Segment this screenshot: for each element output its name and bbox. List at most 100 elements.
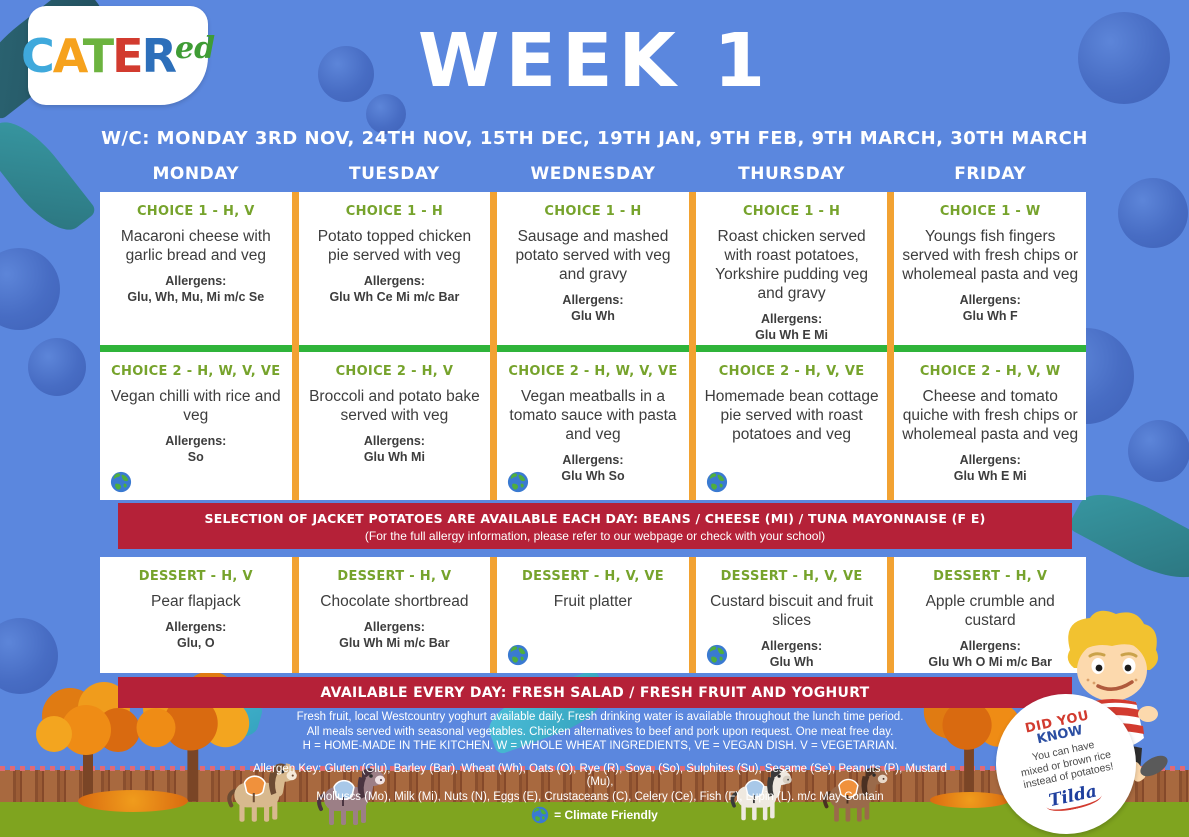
choice-heading: CHOICE 2 - H, W, V, VE [111, 364, 281, 379]
allergens: Allergens: Glu Wh Ce Mi m/c Bar [306, 273, 484, 306]
blueberry-decoration [1118, 178, 1188, 248]
dish-name: Custard biscuit and fruit slices [710, 593, 873, 629]
choice-heading: CHOICE 1 - H [345, 204, 443, 219]
allergen-key-line1: Allergen Key: Gluten (Glu), Barley (Bar)… [252, 762, 948, 789]
page-title: WEEK 1 [417, 18, 772, 104]
leaf-pile [78, 790, 188, 812]
catered-logo-text: CATERed [20, 28, 216, 83]
dish-name: Cheese and tomato quiche with fresh chip… [902, 388, 1079, 443]
allergens-label: Allergens: [363, 619, 425, 634]
blueberry-decoration [366, 94, 406, 134]
allergen-key-line2: Molluscs (Mo), Milk (Mi), Nuts (N), Eggs… [316, 790, 884, 803]
week-commencing-line: W/C: MONDAY 3RD NOV, 24TH NOV, 15TH DEC,… [101, 128, 1088, 149]
menu-cell-monday-dessert: DESSERT - H, V Pear flapjack Allergens: … [100, 557, 292, 673]
horse-decoration [227, 763, 297, 822]
choice-heading: CHOICE 1 - H, V [136, 204, 255, 219]
allergens: Allergens: Glu, Wh, Mu, Mi m/c Se [107, 273, 285, 306]
allergens-label: Allergens: [165, 273, 227, 288]
allergens: Allergens: Glu Wh Mi [306, 433, 484, 466]
footer-line3: H = HOME-MADE IN THE KITCHEN. W = WHOLE … [302, 740, 898, 753]
menu-cell-monday-choice2: CHOICE 2 - H, W, V, VE Vegan chilli with… [100, 352, 292, 500]
climate-friendly-icon [706, 644, 728, 666]
climate-friendly-icon [110, 471, 132, 493]
autumn-tree [36, 682, 140, 802]
blueberry-decoration [0, 618, 58, 694]
menu-cell-friday-dessert: DESSERT - H, V Apple crumble and custard… [894, 557, 1086, 673]
choice-heading: CHOICE 2 - H, V, VE [718, 364, 865, 379]
allergens-value: Glu Wh So [561, 468, 625, 483]
tilda-logo: Tilda [1043, 780, 1104, 815]
menu-cell-wednesday-dessert: DESSERT - H, V, VE Fruit platter [497, 557, 689, 673]
blueberry-decoration [318, 46, 374, 102]
leaf-pile [930, 792, 1010, 808]
horse-decoration [730, 768, 792, 821]
blueberry-decoration [0, 248, 60, 330]
allergens: Allergens: Glu Wh E Mi [703, 311, 881, 344]
dessert-heading: DESSERT - H, V, VE [720, 569, 863, 584]
allergens: Allergens: Glu Wh [504, 292, 682, 325]
jacket-potato-banner: SELECTION OF JACKET POTATOES ARE AVAILAB… [118, 503, 1072, 549]
allergens-value: Glu Wh [769, 655, 814, 670]
dessert-heading: DESSERT - H, V, VE [522, 569, 664, 584]
dish-name: Vegan chilli with rice and veg [110, 388, 281, 424]
dish-name: Broccoli and potato bake served with veg [309, 388, 480, 424]
climate-friendly-icon [507, 471, 529, 493]
allergens-value: Glu Wh Mi [363, 450, 425, 465]
allergens-value: Glu Wh [571, 308, 615, 323]
menu-cell-thursday-choice1: CHOICE 1 - H Roast chicken served with r… [695, 192, 888, 352]
blueberry-decoration [1078, 12, 1170, 104]
climate-friendly-label: = Climate Friendly [554, 808, 658, 822]
day-header-wednesday: WEDNESDAY [530, 164, 656, 184]
day-header-row: MONDAY TUESDAY WEDNESDAY THURSDAY FRIDAY [100, 164, 1086, 184]
allergens-label: Allergens: [165, 433, 227, 448]
climate-friendly-icon [531, 806, 549, 824]
menu-cell-tuesday-dessert: DESSERT - H, V Chocolate shortbread Alle… [298, 557, 491, 673]
menu-cell-tuesday-choice1: CHOICE 1 - H Potato topped chicken pie s… [298, 192, 491, 352]
dessert-heading: DESSERT - H, V [933, 569, 1048, 584]
allergens-value: Glu Wh O Mi m/c Bar [928, 655, 1052, 670]
footer-line2: All meals served with seasonal vegetable… [306, 725, 894, 738]
choice-heading: CHOICE 1 - H [544, 204, 642, 219]
climate-friendly-legend: = Climate Friendly [0, 806, 1189, 824]
menu-cell-wednesday-choice2: CHOICE 2 - H, W, V, VE Vegan meatballs i… [497, 352, 689, 500]
menu-cell-thursday-choice2: CHOICE 2 - H, V, VE Homemade bean cottag… [695, 352, 888, 500]
dish-name: Fruit platter [553, 593, 633, 610]
choice-heading: CHOICE 2 - H, W, V, VE [508, 364, 678, 379]
allergens-value: Glu Wh Mi m/c Bar [339, 636, 450, 651]
day-header-friday: FRIDAY [954, 164, 1027, 184]
menu-cell-tuesday-choice2: CHOICE 2 - H, V Broccoli and potato bake… [298, 352, 491, 500]
day-header-monday: MONDAY [152, 164, 240, 184]
allergens-label: Allergens: [562, 292, 624, 307]
spacer [100, 549, 1086, 557]
allergens: Allergens: So [107, 433, 285, 466]
allergens-label: Allergens: [363, 433, 425, 448]
menu-cell-friday-choice1: CHOICE 1 - W Youngs fish fingers served … [894, 192, 1086, 352]
allergens-value: So [187, 450, 204, 465]
horse-decoration [822, 767, 888, 822]
dish-name: Homemade bean cottage pie served with ro… [704, 388, 879, 443]
choice-heading: CHOICE 1 - W [939, 204, 1041, 219]
climate-friendly-icon [507, 644, 529, 666]
blueberry-decoration [1128, 420, 1189, 482]
allergens-value: Glu Wh Ce Mi m/c Bar [329, 290, 460, 305]
choice-heading: CHOICE 2 - H, V [335, 364, 454, 379]
menu-cell-monday-choice1: CHOICE 1 - H, V Macaroni cheese with gar… [100, 192, 292, 352]
dish-name: Vegan meatballs in a tomato sauce with p… [509, 388, 677, 443]
allergens: Allergens: Glu Wh F [901, 292, 1079, 325]
choice-heading: CHOICE 1 - H [742, 204, 841, 219]
allergens-label: Allergens: [562, 452, 624, 467]
blueberry-decoration [28, 338, 86, 396]
dish-name: Youngs fish fingers served with fresh ch… [902, 228, 1079, 283]
allergens-label: Allergens: [959, 638, 1021, 653]
dessert-row: DESSERT - H, V Pear flapjack Allergens: … [100, 557, 1086, 673]
available-everyday-banner: AVAILABLE EVERY DAY: FRESH SALAD / FRESH… [118, 677, 1072, 708]
allergens-label: Allergens: [363, 273, 425, 288]
dessert-heading: DESSERT - H, V [337, 569, 452, 584]
menu-grid: CHOICE 1 - H, V Macaroni cheese with gar… [100, 192, 1086, 708]
allergens: Allergens: Glu, O [107, 619, 285, 652]
allergens: Allergens: Glu Wh O Mi m/c Bar [901, 638, 1079, 671]
allergens: Allergens: Glu Wh So [504, 452, 682, 485]
allergens-label: Allergens: [959, 452, 1021, 467]
catered-logo: CATERed [21, 6, 215, 105]
